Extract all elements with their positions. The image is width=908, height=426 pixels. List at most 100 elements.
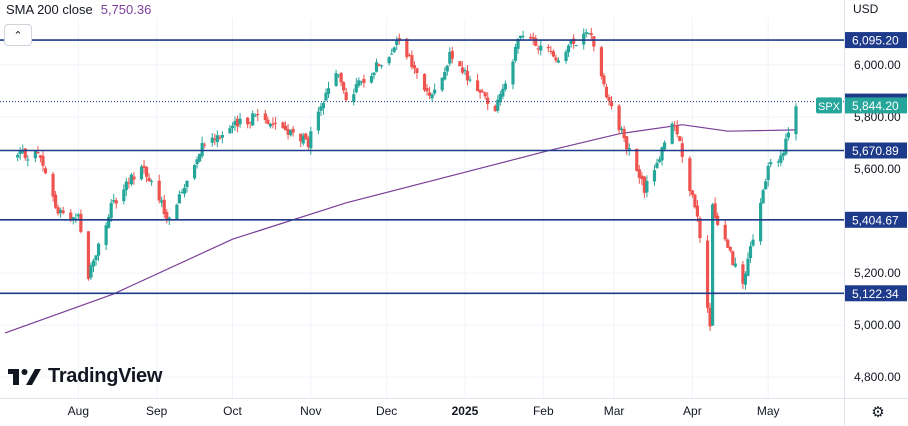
candle-body (281, 122, 285, 128)
candle-body (511, 61, 515, 85)
candle-body (536, 48, 540, 50)
x-tick-label: Aug (68, 404, 89, 418)
candle-body (592, 36, 596, 47)
candle-body (710, 204, 715, 326)
candle-body (448, 52, 452, 64)
candle-body (652, 170, 657, 182)
candle-body (321, 103, 326, 109)
candle-body (395, 39, 399, 46)
candle-body (637, 169, 641, 178)
candle-body (392, 47, 396, 52)
x-tick-label: Nov (300, 404, 321, 418)
candle-body (516, 38, 520, 49)
candle-body (18, 150, 22, 155)
candle-body (602, 75, 606, 85)
candle-body (165, 212, 169, 221)
candle-body (529, 37, 533, 39)
candle-body (200, 143, 204, 157)
candle-body (443, 72, 447, 80)
candle-body (407, 54, 411, 56)
candle-body (468, 79, 472, 81)
symbol-label: SPX (818, 101, 841, 113)
candle-body (708, 307, 712, 327)
candle-body (233, 120, 237, 126)
candle-body (534, 38, 538, 46)
candle-body (741, 264, 745, 284)
candle-body (157, 180, 161, 201)
candle-body (564, 51, 568, 62)
candle-body (622, 129, 626, 139)
chevron-up-icon[interactable]: ⌃ (4, 24, 32, 46)
candle-body (751, 239, 755, 246)
candle-body (167, 217, 171, 220)
symbol-tag (816, 97, 842, 114)
candle-body (397, 37, 401, 41)
candle-body (107, 216, 111, 228)
candle-body (26, 159, 30, 161)
candle-body (746, 258, 750, 276)
candle-body (268, 123, 272, 127)
candle-body (690, 190, 694, 196)
candle-body (326, 88, 331, 94)
level-label: 6,095.20 (852, 34, 899, 48)
candle-body (251, 113, 255, 126)
candle-body (94, 255, 98, 261)
candle-body (660, 147, 664, 161)
candle-body (96, 243, 101, 256)
candle-body (286, 129, 290, 135)
candle-body (670, 123, 674, 144)
candle-body (569, 40, 573, 45)
x-tick-label: May (757, 404, 780, 418)
candle-body (688, 158, 692, 192)
currency-label[interactable]: USD (844, 0, 908, 18)
x-tick-label: 2025 (452, 404, 479, 418)
candle-body (731, 251, 735, 266)
candle-body (781, 153, 785, 156)
candle-body (36, 151, 40, 154)
candle-body (465, 70, 470, 81)
indicator-legend[interactable]: SMA 200 close 5,750.36 (6, 0, 151, 18)
candle-body (147, 177, 151, 182)
candle-body (478, 89, 482, 93)
candle-body (180, 191, 184, 193)
candle-body (764, 181, 768, 190)
x-tick-label: Oct (223, 404, 242, 418)
candle-body (390, 53, 394, 55)
candle-body (425, 88, 429, 92)
x-tick-label: Feb (533, 404, 554, 418)
candle-body (342, 82, 346, 91)
y-tick-label: 4,800.00 (854, 370, 901, 384)
candle-body (374, 62, 379, 72)
candle-body (253, 115, 257, 117)
gear-icon[interactable]: ⚙ (871, 404, 885, 421)
candle-body (546, 46, 550, 49)
candle-body (458, 61, 462, 67)
candle-body (655, 162, 659, 168)
candle-body (263, 113, 267, 121)
candle-body (43, 168, 48, 174)
candle-body (486, 97, 490, 105)
candle-body (89, 265, 93, 278)
candle-body (334, 73, 338, 86)
candle-body (59, 209, 63, 214)
candle-body (440, 77, 444, 91)
candle-body (769, 162, 773, 165)
candle-body (246, 117, 250, 125)
candle-body (493, 105, 497, 112)
candle-body (69, 212, 73, 220)
candle-body (56, 207, 60, 214)
candle-body (587, 33, 591, 35)
candle-body (230, 125, 235, 129)
legend-value: 5,750.36 (100, 1, 152, 17)
candle-body (61, 210, 65, 213)
candle-body (450, 51, 454, 59)
candle-body (427, 92, 432, 96)
level-tag (845, 211, 907, 228)
level-label: 5,404.67 (852, 213, 899, 227)
level-tag (845, 142, 907, 159)
candle-body (501, 88, 505, 97)
candle-body (71, 217, 75, 220)
candle-body (76, 214, 80, 217)
candle-body (283, 125, 288, 131)
